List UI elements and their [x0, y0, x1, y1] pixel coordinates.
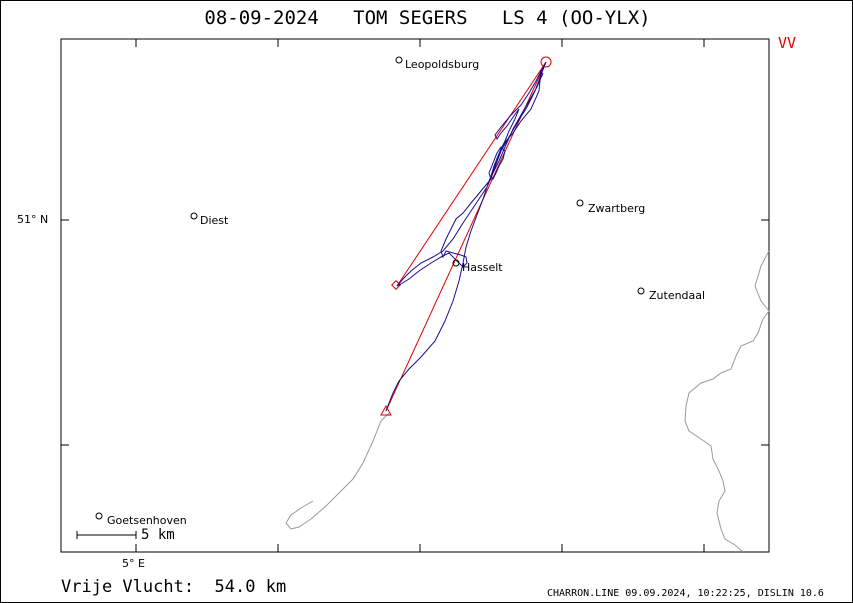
place-marker-zwartberg: [576, 199, 584, 207]
scale-bar-label: 5 km: [141, 527, 175, 543]
axis-ticks: [61, 39, 769, 552]
flight-distance: 54.0 km: [214, 577, 287, 597]
flight-summary: Vrije Vlucht: 54.0 km: [61, 577, 286, 597]
place-marker-zutendaal: [637, 287, 645, 295]
credit-line: CHARRON.LINE 09.09.2024, 10:22:25, DISLI…: [547, 588, 824, 599]
place-label-zutendaal: Zutendaal: [649, 289, 706, 302]
place-label-diest: Diest: [200, 214, 229, 227]
place-label-hasselt: Hasselt: [462, 261, 503, 274]
place-marker-diest: [190, 212, 198, 220]
place-marker-leopoldsburg: [395, 56, 403, 64]
place-markers: [95, 56, 645, 520]
latitude-label: 51° N: [17, 213, 49, 226]
flight-date: 08-09-2024: [204, 7, 319, 29]
place-label-zwartberg: Zwartberg: [588, 202, 646, 215]
task-start-circle: [540, 56, 552, 68]
place-label-goetsenhoven: Goetsenhoven: [107, 514, 187, 527]
scale-bar: [76, 531, 137, 539]
map-frame: [60, 38, 770, 553]
border-line-south: [285, 412, 390, 530]
place-marker-hasselt: [452, 259, 460, 267]
longitude-label: 5° E: [122, 557, 145, 570]
vv-badge: VV: [778, 34, 797, 52]
place-marker-goetsenhoven: [95, 512, 103, 520]
task-finish-triangle: [380, 404, 392, 416]
pilot-name: TOM SEGERS: [353, 7, 468, 29]
glider-id: LS 4 (OO-YLX): [501, 7, 651, 29]
flight-track: [385, 61, 547, 412]
task-turnpoint-marker: [391, 280, 401, 290]
place-label-leopoldsburg: Leopoldsburg: [405, 58, 480, 71]
border-line-east: [684, 250, 770, 553]
map-title: 08-09-2024 TOM SEGERS LS 4 (OO-YLX): [1, 7, 852, 29]
flight-type-label: Vrije Vlucht:: [61, 577, 195, 597]
